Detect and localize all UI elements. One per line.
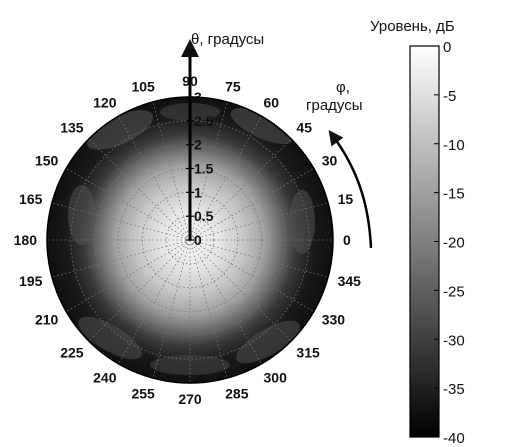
colorbar-tick-label: -20	[443, 235, 465, 252]
phi-tick-label: 0	[343, 232, 351, 248]
phi-axis-label-unit: градусы	[306, 97, 363, 114]
colorbar-tick-label: -30	[443, 332, 465, 349]
theta-tick-label: 3	[194, 89, 202, 105]
phi-tick-label: 90	[182, 73, 198, 89]
colorbar-tick-label: -5	[443, 88, 456, 105]
theta-tick-label: 2.5	[194, 113, 214, 129]
colorbar-tick-label: -35	[443, 381, 465, 398]
phi-axis-label: φ,	[336, 79, 350, 96]
colorbar-tick-label: -10	[443, 137, 465, 154]
theta-tick-label: 0	[194, 232, 202, 248]
theta-tick-label: 2	[194, 137, 202, 153]
phi-tick-label: 345	[338, 273, 362, 289]
theta-axis-label: θ, градусы	[191, 31, 264, 48]
phi-tick-label: 180	[14, 232, 38, 248]
phi-tick-label: 270	[178, 391, 202, 407]
phi-tick-labels: 0153045607590105120135150165180195210225…	[14, 73, 362, 407]
phi-tick-label: 255	[131, 386, 155, 402]
theta-tick-labels: 0 0.5 1 1.5 2 2.5 3	[186, 89, 214, 248]
colorbar-tick-label: 0	[443, 39, 451, 56]
phi-tick-label: 135	[60, 120, 84, 136]
phi-tick-label: 15	[338, 191, 354, 207]
theta-tick-label: 1.5	[194, 161, 214, 177]
colorbar-ticks: 0 -5 -10 -15 -20 -25 -30 -35 -40	[434, 39, 465, 447]
phi-tick-label: 105	[131, 78, 155, 94]
colorbar-tick-label: -40	[443, 430, 465, 447]
phi-tick-label: 45	[296, 120, 312, 136]
phi-tick-label: 210	[35, 312, 59, 328]
phi-tick-label: 240	[93, 370, 117, 386]
grid-ring	[165, 215, 215, 265]
sidelobe-pattern	[68, 103, 315, 375]
sidelobe-blob	[230, 107, 294, 145]
phi-tick-label: 195	[19, 273, 43, 289]
phi-tick-label: 120	[93, 94, 117, 110]
phi-tick-label: 285	[225, 386, 249, 402]
theta-tick-label: 1	[194, 184, 202, 200]
phi-tick-label: 300	[264, 370, 288, 386]
theta-tick-label: 0.5	[194, 208, 214, 224]
phi-tick-label: 225	[60, 344, 84, 360]
sidelobe-blob	[68, 185, 96, 245]
phi-tick-label: 165	[19, 191, 43, 207]
sidelobe-blob	[78, 316, 142, 360]
phi-tick-label: 75	[225, 78, 241, 94]
phi-tick-label: 330	[322, 312, 346, 328]
phi-direction-arrow	[328, 129, 373, 249]
sidelobe-blob	[86, 110, 154, 150]
phi-tick-label: 150	[35, 153, 59, 169]
colorbar-title: Уровень, дБ	[370, 18, 455, 35]
phi-tick-label: 60	[264, 94, 280, 110]
sidelobe-blob	[289, 190, 315, 254]
colorbar-tick-label: -15	[443, 186, 465, 203]
sidelobe-blob	[236, 320, 300, 364]
phi-tick-label: 30	[322, 153, 338, 169]
colorbar-tick-label: -25	[443, 283, 465, 300]
phi-tick-label: 315	[296, 344, 320, 360]
